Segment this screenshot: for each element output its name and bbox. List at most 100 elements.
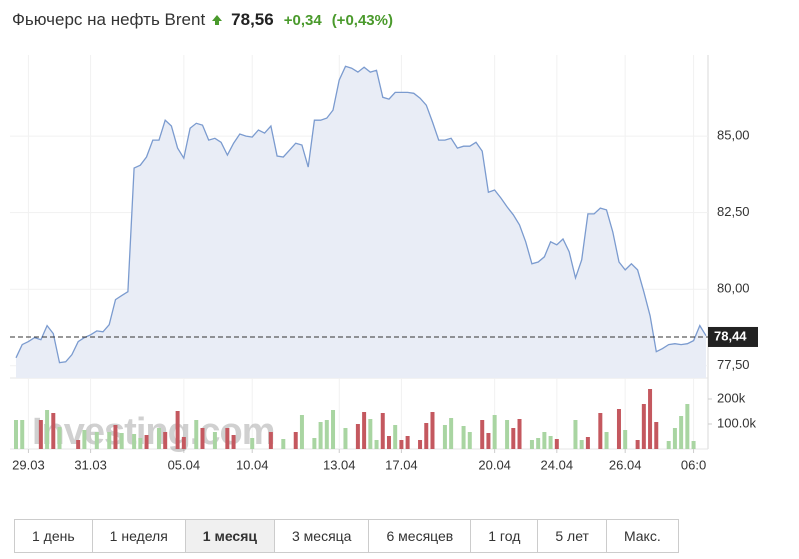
volume-bar bbox=[548, 436, 553, 449]
volume-bar bbox=[51, 413, 56, 449]
volume-bar bbox=[585, 437, 590, 449]
y-tick-label: 77,50 bbox=[717, 357, 750, 372]
volume-bar bbox=[635, 440, 640, 449]
volume-bar bbox=[268, 432, 273, 449]
range-buttons: 1 день 1 неделя 1 месяц 3 месяца 6 месяцев 1 … bbox=[14, 519, 679, 553]
volume-bar bbox=[654, 422, 659, 449]
range-button[interactable]: 6 месяцев bbox=[369, 520, 472, 552]
volume-bar bbox=[604, 432, 609, 449]
volume-bar bbox=[76, 440, 81, 449]
volume-bar bbox=[598, 413, 603, 449]
volume-bar bbox=[324, 420, 329, 449]
volume-bar bbox=[343, 428, 348, 449]
volume-bar bbox=[672, 428, 677, 449]
volume-bar bbox=[393, 425, 398, 449]
y-tick-label: 82,50 bbox=[717, 204, 750, 219]
volume-bar bbox=[113, 425, 118, 449]
volume-bar bbox=[355, 424, 360, 449]
range-button[interactable]: 5 лет bbox=[538, 520, 607, 552]
volume-bar bbox=[132, 434, 137, 449]
change-percent: (+0,43%) bbox=[331, 11, 393, 29]
x-tick-label: 29.03 bbox=[12, 457, 45, 472]
volume-bar bbox=[616, 409, 621, 449]
volume-bar bbox=[691, 441, 696, 449]
volume-bar bbox=[554, 439, 559, 449]
volume-bar bbox=[225, 428, 230, 449]
change: +0,34 bbox=[283, 11, 322, 29]
volume-bar bbox=[38, 420, 43, 449]
range-button[interactable]: 1 день bbox=[15, 520, 93, 552]
up-arrow bbox=[212, 15, 223, 25]
x-tick-label: 24.04 bbox=[541, 457, 574, 472]
x-tick-label: 20.04 bbox=[478, 457, 511, 472]
volume-bar bbox=[57, 427, 62, 449]
volume-bar bbox=[45, 410, 50, 449]
volume-bar bbox=[181, 437, 186, 449]
volume-bar bbox=[399, 440, 404, 449]
volume-tick-label: 200k bbox=[717, 390, 746, 405]
range-button[interactable]: 1 год bbox=[471, 520, 539, 552]
volume-bar bbox=[461, 426, 466, 449]
y-tick-label: 80,00 bbox=[717, 281, 750, 296]
price-line bbox=[15, 65, 707, 364]
volume-bar bbox=[250, 438, 255, 449]
volume-bar bbox=[430, 412, 435, 449]
x-tick-label: 10.04 bbox=[236, 457, 269, 472]
range-button[interactable]: Макс. bbox=[623, 528, 661, 544]
volume-bar bbox=[107, 432, 112, 449]
volume-bar bbox=[156, 428, 161, 449]
volume-bar bbox=[492, 415, 497, 449]
volume-bar bbox=[380, 413, 385, 449]
volume-bar bbox=[144, 435, 149, 449]
volume-bar bbox=[386, 436, 391, 449]
volume-bar bbox=[623, 430, 628, 449]
y-tick-label: 85,00 bbox=[717, 128, 750, 143]
volume-bar bbox=[579, 440, 584, 449]
volume-bar bbox=[212, 432, 217, 449]
volume-bar bbox=[331, 410, 336, 449]
volume-bar bbox=[424, 423, 429, 449]
volume-bar bbox=[666, 441, 671, 449]
volume-bar bbox=[194, 420, 199, 449]
volume-bar bbox=[486, 433, 491, 449]
range-button[interactable]: 1 месяц bbox=[185, 520, 275, 552]
x-tick-label: 13.04 bbox=[323, 457, 356, 472]
volume-bar bbox=[517, 419, 522, 449]
volume-bar bbox=[281, 439, 286, 449]
volume-bar bbox=[679, 416, 684, 449]
volume-bar bbox=[442, 425, 447, 449]
volume-bar bbox=[405, 436, 410, 449]
price: 78,56 bbox=[231, 10, 274, 29]
volume-bar bbox=[318, 422, 323, 449]
volume-bar bbox=[529, 440, 534, 449]
volume-bar bbox=[163, 432, 168, 449]
x-tick-label: 17.04 bbox=[385, 457, 418, 472]
volume-bar bbox=[480, 420, 485, 449]
volume-bar bbox=[536, 438, 541, 449]
header: Фьючерс на нефть Brent 78,56 +0,34 (+0,4… bbox=[12, 10, 393, 30]
volume-tick-label: 100.0k bbox=[717, 415, 757, 430]
volume-bar bbox=[542, 432, 547, 449]
volume-bar bbox=[293, 432, 298, 449]
volume-bar bbox=[20, 420, 25, 449]
range-button[interactable]: 1 неделя bbox=[93, 520, 186, 552]
volume-bar bbox=[449, 418, 454, 449]
volume-bar bbox=[511, 428, 516, 449]
volume-bar bbox=[505, 420, 510, 449]
range-button[interactable]: 3 месяца bbox=[275, 520, 370, 552]
x-tick-label: 06:0 bbox=[681, 457, 706, 472]
x-tick-label: 05.04 bbox=[168, 457, 201, 472]
area bbox=[16, 66, 706, 379]
volume-bar bbox=[82, 430, 87, 449]
last-price-box bbox=[708, 326, 758, 347]
volume-bar bbox=[362, 412, 367, 449]
volume-bar bbox=[368, 419, 373, 449]
volume-bar bbox=[175, 411, 180, 449]
volume-bar bbox=[685, 404, 690, 449]
volume-bar bbox=[573, 420, 578, 449]
volume-bar bbox=[312, 438, 317, 449]
volume-bar bbox=[14, 420, 18, 449]
volume-bar bbox=[94, 432, 99, 449]
volume-bar bbox=[418, 440, 423, 449]
